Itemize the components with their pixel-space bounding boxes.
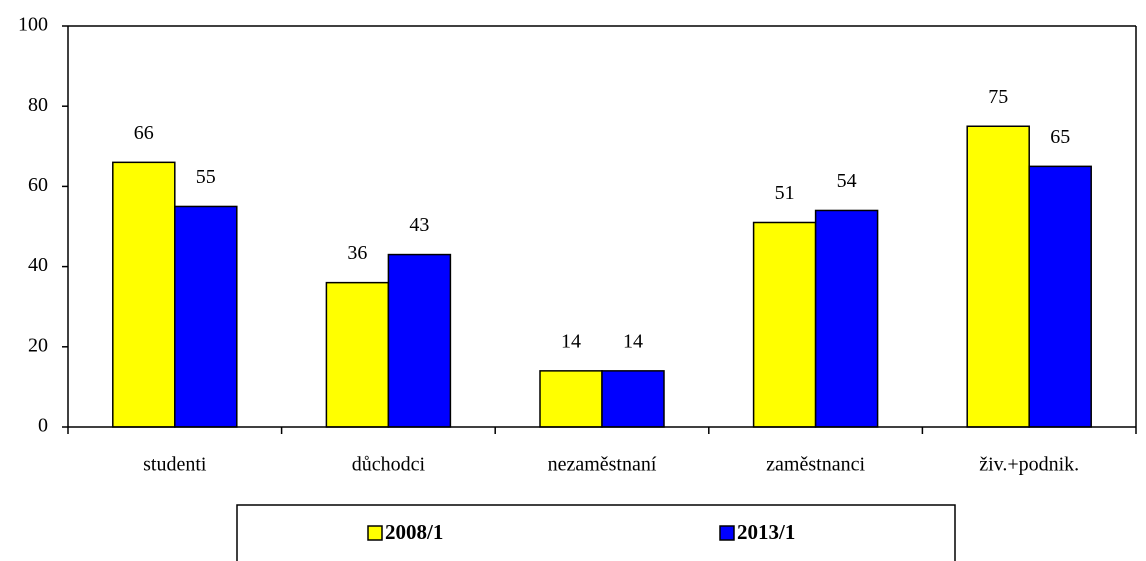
bar [325, 281, 390, 428]
bar [539, 370, 603, 428]
data-label: 43 [409, 214, 429, 236]
bar [814, 209, 879, 428]
data-label: 75 [988, 86, 1008, 108]
y-tick-label: 20 [28, 334, 48, 356]
bar [1028, 165, 1092, 428]
bar [601, 370, 665, 428]
bar [752, 221, 817, 428]
y-tick-label: 80 [28, 94, 48, 116]
legend-label: 2008/1 [385, 520, 443, 544]
data-label: 55 [196, 166, 216, 188]
legend-box [236, 504, 956, 561]
x-tick-label: studenti [143, 454, 207, 476]
x-tick-label: zaměstnanci [766, 454, 865, 476]
x-tick-label: nezaměstnaní [548, 454, 657, 476]
legend-label: 2013/1 [737, 520, 795, 544]
data-label: 51 [775, 182, 795, 204]
legend-swatch [719, 525, 735, 541]
data-label: 36 [347, 242, 367, 264]
y-tick-label: 100 [18, 14, 48, 36]
data-label: 54 [837, 170, 857, 192]
legend-swatch [367, 525, 383, 541]
x-tick-label: živ.+podnik. [979, 454, 1079, 476]
x-tick-label: důchodci [352, 454, 426, 476]
data-label: 65 [1050, 126, 1070, 148]
y-tick-label: 60 [28, 174, 48, 196]
y-tick-label: 0 [38, 415, 48, 437]
data-label: 14 [561, 330, 581, 352]
bar [966, 125, 1030, 428]
data-label: 66 [134, 122, 154, 144]
bar [174, 205, 238, 428]
data-label: 14 [623, 330, 643, 352]
y-tick-label: 40 [28, 254, 48, 276]
bar [112, 161, 176, 428]
bar [387, 253, 452, 428]
